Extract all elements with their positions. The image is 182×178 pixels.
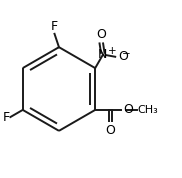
Text: CH₃: CH₃	[137, 105, 158, 115]
Text: O: O	[105, 124, 115, 137]
Text: −: −	[122, 49, 130, 59]
Text: F: F	[51, 20, 58, 33]
Text: +: +	[108, 46, 116, 56]
Text: O: O	[124, 103, 134, 116]
Text: O: O	[96, 28, 106, 41]
Text: F: F	[2, 111, 9, 124]
Text: O: O	[118, 50, 128, 63]
Text: N: N	[98, 48, 107, 61]
